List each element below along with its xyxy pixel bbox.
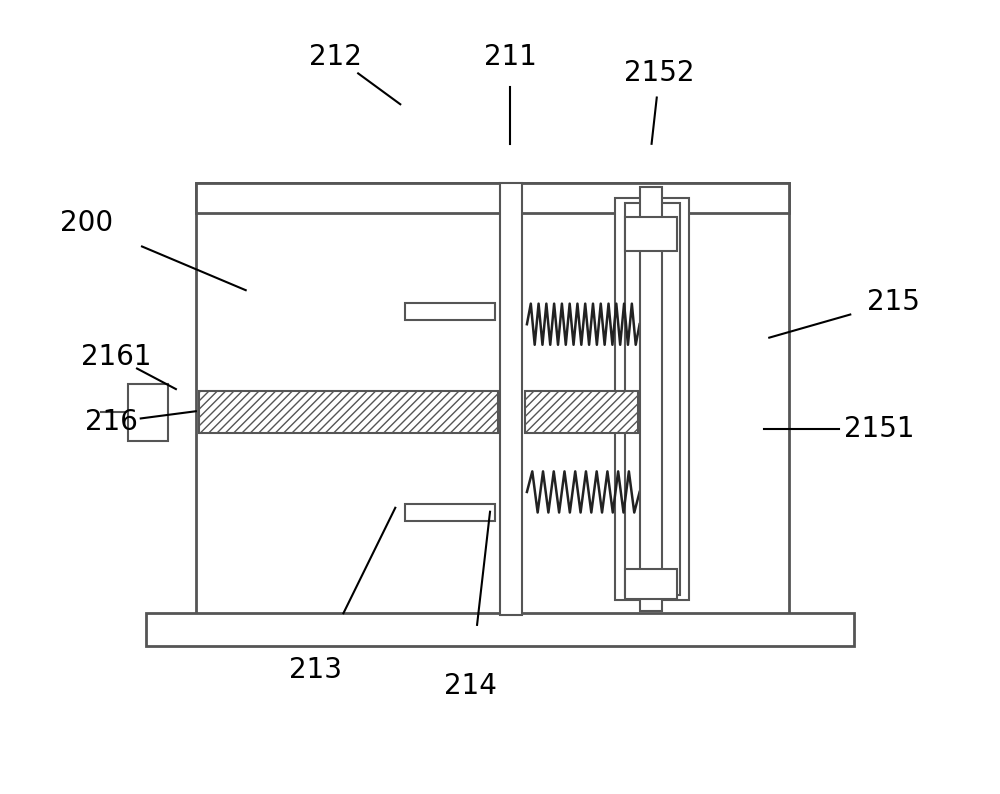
Bar bbox=[500, 183, 522, 615]
Bar bbox=[146, 613, 854, 646]
Bar bbox=[640, 187, 662, 611]
Text: 200: 200 bbox=[60, 209, 113, 237]
Text: 214: 214 bbox=[444, 672, 497, 700]
Text: 212: 212 bbox=[309, 43, 362, 71]
Text: 216: 216 bbox=[85, 408, 138, 437]
Bar bbox=[625, 569, 677, 599]
Bar bbox=[196, 183, 789, 214]
Text: 211: 211 bbox=[484, 43, 536, 71]
Bar bbox=[128, 384, 168, 441]
Bar bbox=[625, 203, 680, 595]
Bar bbox=[196, 183, 789, 615]
Bar bbox=[615, 198, 689, 600]
Text: 213: 213 bbox=[289, 656, 342, 684]
Bar bbox=[525, 391, 638, 433]
Bar bbox=[625, 218, 677, 251]
Bar bbox=[405, 504, 495, 521]
Text: 215: 215 bbox=[867, 288, 920, 316]
Bar bbox=[199, 391, 498, 433]
Text: 2151: 2151 bbox=[844, 414, 914, 442]
Bar bbox=[405, 303, 495, 320]
Text: 2161: 2161 bbox=[81, 344, 151, 372]
Text: 2152: 2152 bbox=[624, 59, 695, 87]
